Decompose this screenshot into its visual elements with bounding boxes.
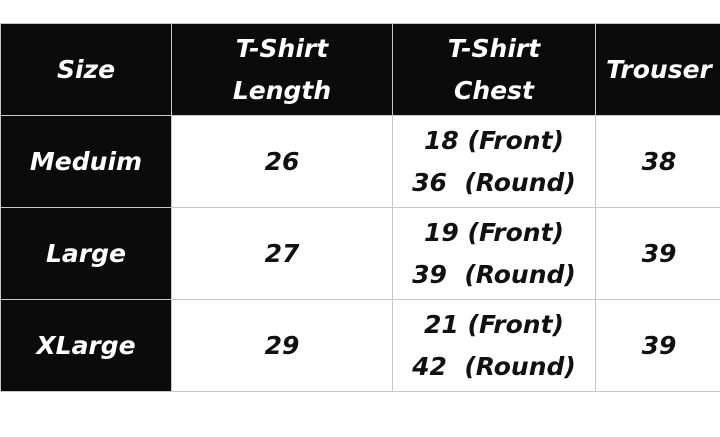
table-row: Large 27 19 (Front) 39 (Round) 39 (0, 207, 720, 300)
size-cell: XLarge (0, 299, 172, 392)
header-size: Size (0, 23, 172, 116)
header-text: Length (232, 75, 332, 105)
size-cell: Meduim (0, 115, 172, 208)
chest-round: 39 (Round) (412, 259, 576, 289)
header-text: T-Shirt (235, 33, 329, 63)
table-row: XLarge 29 21 (Front) 42 (Round) 39 (0, 299, 720, 392)
trouser-cell: 39 (595, 207, 720, 300)
chest-cell: 21 (Front) 42 (Round) (392, 299, 596, 392)
size-cell: Large (0, 207, 172, 300)
chest-round: 36 (Round) (412, 167, 576, 197)
header-tshirt-length: T-Shirt Length (171, 23, 393, 116)
header-text: Trouser (606, 54, 712, 84)
length-cell: 27 (171, 207, 393, 300)
header-tshirt-chest: T-Shirt Chest (392, 23, 596, 116)
table-row: Meduim 26 18 (Front) 36 (Round) 38 (0, 115, 720, 208)
chest-cell: 18 (Front) 36 (Round) (392, 115, 596, 208)
trouser-cell: 39 (595, 299, 720, 392)
size-chart-table: Size T-Shirt Length T-Shirt Chest Trouser … (0, 23, 720, 392)
trouser-cell: 38 (595, 115, 720, 208)
header-row: Size T-Shirt Length T-Shirt Chest Trouser (0, 23, 720, 116)
length-cell: 26 (171, 115, 393, 208)
header-text: T-Shirt (447, 33, 541, 63)
length-cell: 29 (171, 299, 393, 392)
chest-cell: 19 (Front) 39 (Round) (392, 207, 596, 300)
header-trouser: Trouser (595, 23, 720, 116)
header-text: Chest (454, 75, 534, 105)
chest-front: 18 (Front) (424, 125, 564, 155)
chest-front: 21 (Front) (424, 309, 564, 339)
header-size-text: Size (56, 54, 116, 84)
chest-round: 42 (Round) (412, 351, 576, 381)
chest-front: 19 (Front) (424, 217, 564, 247)
